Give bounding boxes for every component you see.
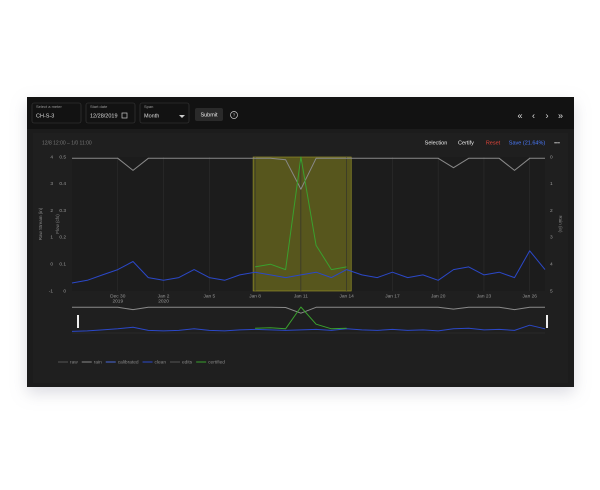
x-tick-label: Dec 30 xyxy=(110,293,126,299)
action-button[interactable]: Selection xyxy=(425,140,448,146)
calendar-icon[interactable] xyxy=(121,112,128,119)
nav-button[interactable]: ‹ xyxy=(532,110,535,120)
meter-select[interactable] xyxy=(31,102,82,124)
y2-tick-label: 5 xyxy=(550,288,553,294)
navigator-line xyxy=(72,306,545,314)
y2-tick-label: 4 xyxy=(550,261,553,267)
chart-title: 12/8 12:00 – 1/0 11:00 xyxy=(42,140,92,146)
span-value: Month xyxy=(144,113,159,119)
selection-band xyxy=(252,156,352,292)
nav-button[interactable]: « xyxy=(517,110,522,120)
y-tick-label: 2 xyxy=(50,208,53,214)
flow-tick-label: 0.4 xyxy=(59,181,66,187)
nav-button[interactable]: › xyxy=(546,110,549,120)
help-mark: ? xyxy=(233,112,236,117)
x-tick-label: Jan 20 xyxy=(431,293,446,299)
navigator-line xyxy=(255,306,347,330)
submit-label: Submit xyxy=(200,112,218,118)
span-label: Span xyxy=(144,104,153,109)
action-button[interactable]: Save (21.64%) xyxy=(509,140,546,146)
y-tick-label: 0 xyxy=(50,261,53,267)
flow-tick-label: 0.2 xyxy=(59,235,66,241)
legend-label[interactable]: edits xyxy=(182,359,193,365)
x-tick-label: Jan 23 xyxy=(477,293,492,299)
span-select[interactable] xyxy=(139,102,190,124)
y-tick-label: 3 xyxy=(50,181,53,187)
x-tick-label: Jan 14 xyxy=(339,293,354,299)
navigator-line xyxy=(71,324,546,332)
y-tick-label: 4 xyxy=(50,154,53,160)
legend-label[interactable]: certified xyxy=(208,359,225,365)
y2-tick-label: 3 xyxy=(550,235,553,241)
x-tick-label: Jan 11 xyxy=(294,293,308,299)
dropdown-arrow xyxy=(179,115,185,118)
action-button[interactable]: ••• xyxy=(554,140,560,146)
flow-axis-label: Flow (cfs) xyxy=(55,214,60,234)
series-line xyxy=(72,157,545,190)
x-tick-label: Jan 5 xyxy=(203,293,215,299)
action-button[interactable]: Reset xyxy=(486,140,501,146)
meter-label: Select a meter xyxy=(36,104,62,109)
navigator-handle[interactable] xyxy=(77,315,79,328)
legend-label[interactable]: rain xyxy=(94,359,102,365)
flow-tick-label: 0.1 xyxy=(59,261,66,267)
y-axis-label: Raw Stream (in) xyxy=(38,207,43,240)
date-label: Start date xyxy=(90,104,108,109)
legend-label[interactable]: calibrated xyxy=(118,359,139,365)
y2-tick-label: 0 xyxy=(550,154,553,160)
y-tick-label: -1 xyxy=(49,288,54,294)
action-button[interactable]: Certify xyxy=(458,140,474,146)
y2-tick-label: 2 xyxy=(550,208,553,214)
flow-tick-label: 0 xyxy=(63,288,66,294)
legend-label[interactable]: clean xyxy=(155,359,167,365)
x-tick-label: Jan 17 xyxy=(385,293,400,299)
navigator-handle[interactable] xyxy=(546,315,548,328)
x-tick-label: Jan 26 xyxy=(523,293,538,299)
flow-tick-label: 0.3 xyxy=(59,208,66,214)
series-line xyxy=(71,250,546,284)
x-year-label: 2020 xyxy=(158,298,169,304)
submit-button[interactable] xyxy=(195,108,223,121)
y-tick-label: 1 xyxy=(50,235,53,241)
series-line xyxy=(255,156,347,271)
y2-tick-label: 1 xyxy=(550,181,553,187)
legend-label[interactable]: raw xyxy=(70,359,78,365)
date-value: 12/28/2019 xyxy=(90,113,118,119)
x-tick-label: Jan 2 xyxy=(158,293,170,299)
flow-tick-label: 0.5 xyxy=(59,154,66,160)
meter-value: CH-S-3 xyxy=(36,113,54,119)
nav-button[interactable]: » xyxy=(558,110,563,120)
x-year-label: 2019 xyxy=(112,298,123,304)
x-tick-label: Jan 8 xyxy=(249,293,261,299)
y2-axis-label: Rain (in) xyxy=(558,215,563,233)
help-icon[interactable] xyxy=(230,111,238,119)
